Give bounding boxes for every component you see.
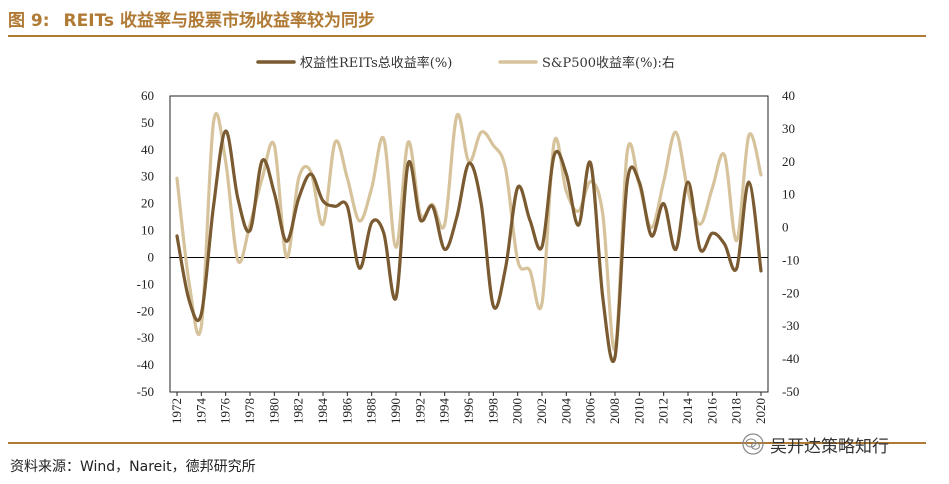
watermark: 吴开达策略知行 [742,431,889,457]
right-axis: 40 30 20 10 0 -10 -20 -30 -40 -50 [782,88,799,399]
right-tick-label: 10 [782,187,795,202]
source-note: 资料来源：Wind，Nareit，德邦研究所 [10,459,256,475]
figure-number: 图 9: [8,11,50,31]
x-tick-label: 1986 [339,398,354,425]
x-tick-label: 2010 [631,398,646,424]
left-tick-label: 0 [148,249,155,264]
footer-rule [8,442,926,444]
x-tick-label: 2008 [607,398,622,424]
x-tick-label: 1976 [218,398,233,425]
right-tick-label: -40 [782,351,799,366]
x-tick-label: 1982 [291,398,306,424]
left-tick-label: -10 [137,276,154,291]
legend-label: S&P500收益率(%):右 [542,55,675,71]
x-tick-label: 1980 [266,398,281,424]
reits-return-line [175,129,763,363]
right-tick-label: -10 [782,252,799,267]
sp500-return-line [175,112,763,352]
x-tick-label: 2014 [680,398,695,425]
chart-legend: 权益性REITs总收益率(%) S&P500收益率(%):右 [256,55,675,71]
legend-sp500: S&P500收益率(%):右 [498,55,675,71]
x-tick-label: 2000 [510,398,525,424]
x-tick-label: 1984 [315,398,330,425]
x-tick-label: 1990 [388,398,403,424]
x-tick-label: 2020 [753,398,768,424]
left-tick-label: 60 [141,88,154,103]
x-tick-label: 1988 [364,398,379,424]
x-tick-label: 1974 [193,398,208,425]
x-tick-label: 1992 [412,398,427,424]
x-tick-label: 1998 [485,398,500,424]
right-tick-label: -50 [782,384,799,399]
right-tick-label: 20 [782,154,795,169]
left-tick-label: -20 [137,303,154,318]
x-tick-label: 1972 [169,398,184,424]
left-tick-label: -40 [137,357,154,372]
title-rule [8,35,926,37]
right-tick-label: -30 [782,318,799,333]
x-tick-label: 2004 [558,398,573,425]
left-tick-label: 20 [141,196,154,211]
right-tick-label: 30 [782,121,795,136]
x-tick-label: 1978 [242,398,257,424]
legend-label: 权益性REITs总收益率(%) [300,55,452,71]
left-tick-label: 50 [141,115,154,130]
x-tick-label: 2018 [729,398,744,424]
left-tick-label: 30 [141,169,154,184]
watermark-text: 吴开达策略知行 [770,436,889,457]
x-tick-label: 2016 [704,398,719,425]
x-tick-label: 2012 [656,398,671,424]
right-tick-label: -20 [782,285,799,300]
x-tick-label: 2006 [583,398,598,425]
left-tick-label: 40 [141,142,154,157]
x-axis: 1972 1974 1976 1978 1980 1982 1984 1986 1988 1990… [169,392,768,424]
x-tick-label: 1996 [461,398,476,425]
wechat-icon [742,433,764,455]
figure-title: 图 9: REITs 收益率与股票市场收益率较为同步 [8,6,375,31]
right-tick-label: 0 [782,220,789,235]
left-tick-label: -50 [137,384,154,399]
left-tick-label: 10 [141,223,154,238]
line-chart: 权益性REITs总收益率(%) S&P500收益率(%):右 60 50 40 30 20… [137,55,800,424]
figure-title-text: REITs 收益率与股票市场收益率较为同步 [63,11,375,31]
x-tick-label: 1994 [437,398,452,425]
right-tick-label: 40 [782,88,795,103]
legend-reits: 权益性REITs总收益率(%) [256,55,452,71]
left-tick-label: -30 [137,330,154,345]
left-axis: 60 50 40 30 20 10 0 -10 -20 -30 -40 -50 [137,88,154,399]
x-tick-label: 2002 [534,398,549,424]
